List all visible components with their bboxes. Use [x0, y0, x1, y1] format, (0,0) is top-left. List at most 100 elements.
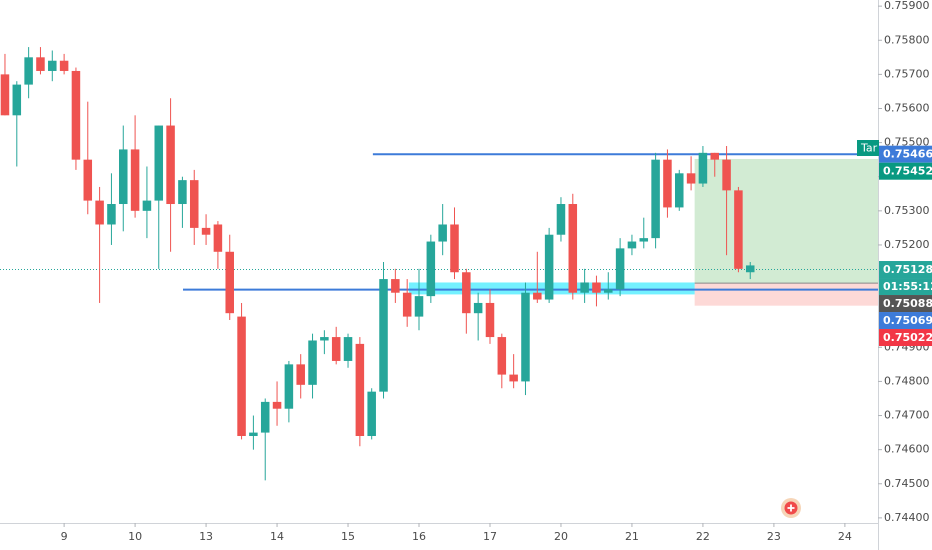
candle-body: [36, 57, 45, 71]
y-tick-label: 0.75300: [884, 204, 930, 217]
candle-body: [509, 374, 518, 382]
candle-body: [533, 292, 542, 300]
y-tick-label: 0.74800: [884, 374, 930, 387]
candle-body: [154, 125, 164, 201]
y-tick-label: 0.75700: [884, 67, 930, 80]
candle-body: [367, 391, 376, 437]
x-tick-label: 13: [199, 530, 213, 543]
candle-body: [213, 224, 223, 252]
candle-body: [130, 149, 140, 211]
candle-body: [402, 292, 412, 317]
y-tick-label: 0.74500: [884, 477, 930, 490]
candle-body: [12, 84, 22, 116]
y-tick-label: 0.75800: [884, 33, 930, 46]
profit-zone: [694, 158, 878, 284]
x-tick-label: 16: [412, 530, 426, 543]
price-label-box: [879, 162, 932, 180]
loss-zone: [694, 283, 878, 306]
y-tick-label: 0.75200: [884, 238, 930, 251]
x-tick-label: 10: [128, 530, 142, 543]
tag: Tar: [857, 140, 879, 156]
x-tick-label: 17: [483, 530, 497, 543]
price-label-box: [879, 312, 932, 330]
candle-body: [734, 190, 743, 269]
price-label: 0.75088: [883, 297, 932, 310]
price-label: 0.75452: [883, 165, 932, 178]
candle-body: [83, 159, 93, 201]
candle-body: [225, 251, 234, 314]
candle-body: [119, 149, 128, 205]
candle-body: [627, 241, 637, 249]
candle-body: [308, 340, 317, 385]
x-tick-label: 22: [696, 530, 710, 543]
price-label: 0.75069: [883, 314, 932, 327]
candle-body: [272, 401, 282, 409]
candle-body: [59, 60, 69, 71]
candle-body: [722, 159, 731, 191]
candle-body: [675, 173, 684, 208]
price-labels: 0.75466 0.75452 0.75128 01:55:12 0.75088 0.75…: [879, 145, 932, 347]
price-label-box: [879, 295, 932, 313]
candle-body: [320, 337, 329, 341]
candle-body: [107, 204, 116, 225]
candle-body: [391, 279, 400, 293]
candle-body: [686, 173, 696, 184]
x-tick-label: 14: [270, 530, 284, 543]
x-tick-label: 15: [341, 530, 355, 543]
candle-body: [237, 316, 246, 437]
candle-body: [497, 337, 507, 375]
y-tick-label: 0.74400: [884, 511, 930, 524]
candle-body: [201, 227, 211, 235]
y-tick-label: 0.75600: [884, 101, 930, 114]
candle-body: [663, 159, 672, 208]
alert-icon[interactable]: [781, 498, 801, 518]
price-label-box: [879, 278, 932, 296]
candle-body: [95, 200, 104, 225]
y-tick-label: 0.74700: [884, 409, 930, 422]
candle-body: [521, 292, 530, 382]
y-tick-label: 0.75500: [884, 136, 930, 149]
price-label-box: [879, 261, 932, 279]
candle-body: [615, 248, 625, 290]
candle-body: [296, 364, 305, 385]
candle-body: [355, 343, 365, 437]
candle-body: [331, 337, 341, 361]
x-tick-label: 21: [625, 530, 639, 543]
candle-body: [343, 337, 353, 361]
price-label: 0.75128: [883, 263, 932, 276]
y-tick-label: 0.74600: [884, 443, 930, 456]
tag-text: Tar: [860, 142, 878, 155]
x-tick-label: 20: [554, 530, 568, 543]
icon-plus[interactable]: [787, 504, 795, 512]
candle-body: [745, 265, 755, 273]
x-tick-label: 9: [61, 530, 68, 543]
x-tick-label: 24: [838, 530, 852, 543]
candle-body: [651, 159, 660, 239]
price-label: 0.75022: [883, 331, 932, 344]
candle-body: [580, 282, 589, 293]
y-tick-label: 0.75900: [884, 0, 930, 12]
candle-body: [0, 74, 10, 116]
candle-body: [592, 282, 601, 293]
candle-body: [544, 234, 554, 300]
candle-body: [71, 70, 81, 160]
tag-box: [857, 140, 879, 156]
price-label-box: [879, 329, 932, 347]
candle-body: [178, 180, 187, 205]
candle-body: [639, 238, 649, 242]
price-label-box: [879, 145, 932, 163]
candle-body: [249, 432, 258, 437]
candle-body: [556, 204, 566, 235]
candle-body: [260, 401, 270, 433]
candles: [0, 47, 755, 481]
price-label: 01:55:12: [883, 280, 932, 293]
candle-body: [284, 364, 294, 409]
candle-body: [414, 296, 424, 317]
candle-body: [48, 60, 57, 71]
candle-body: [568, 204, 578, 293]
price-label: 0.75466: [883, 148, 932, 161]
candle-body: [24, 57, 33, 85]
candle-body: [710, 152, 720, 160]
